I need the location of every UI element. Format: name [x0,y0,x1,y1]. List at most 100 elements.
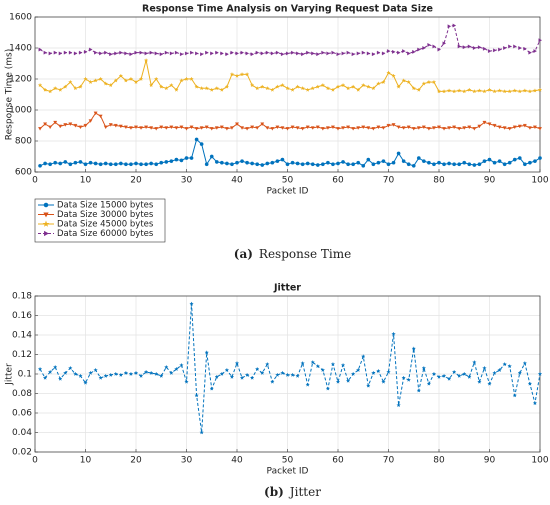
data-point [447,126,452,130]
y-tick-label: 800 [15,137,32,147]
data-point [538,127,542,131]
data-point [361,50,366,55]
data-point [53,120,58,125]
data-point [351,52,356,57]
data-point [98,76,103,81]
caption-label: (a) [234,247,253,261]
data-point [164,364,169,370]
data-point [280,157,285,162]
data-point [482,89,487,94]
data-point [255,50,260,55]
data-point [517,370,523,375]
data-point [78,160,83,164]
data-point [285,372,290,377]
data-point [361,164,366,168]
data-point [234,73,240,78]
data-point [340,82,346,88]
data-point [356,87,361,92]
data-point [528,160,532,165]
data-point [48,125,53,130]
caption-text: Response Time [259,247,351,261]
data-point [113,78,118,83]
data-point [240,159,244,163]
data-point [215,50,219,55]
data-point [164,50,169,55]
data-point [53,85,58,91]
data-point [401,159,406,163]
data-point [426,381,432,386]
data-point [386,162,391,167]
data-point [129,162,133,167]
data-point [507,89,512,94]
data-point [68,50,73,55]
data-point [528,50,532,55]
data-point [83,123,88,128]
x-tick-label: 70 [383,176,395,186]
data-point [351,162,356,167]
data-point [189,76,194,81]
data-point [83,49,88,54]
data-point [442,41,447,46]
data-point [331,50,335,55]
data-point [336,127,340,131]
data-point [128,76,134,81]
data-point [345,85,351,91]
data-point [340,362,346,368]
data-point [134,50,139,55]
data-point [437,125,441,130]
data-point [210,51,214,56]
data-point [335,379,341,384]
data-point [73,123,78,128]
data-point [366,383,371,388]
x-tick-label: 80 [433,456,445,466]
data-point [275,84,280,89]
data-point [432,162,436,167]
data-point [265,50,270,55]
data-point [512,393,517,398]
data-point [411,346,416,351]
data-point [366,126,371,130]
y-tick-label: 600 [15,168,32,178]
data-point [311,51,315,56]
data-point [240,50,245,55]
data-point [371,370,376,375]
data-point [58,87,63,92]
data-point [391,331,396,336]
data-point [194,127,199,131]
data-point [139,126,144,130]
data-point [533,159,537,163]
data-point [219,371,225,376]
data-point [63,84,68,89]
data-point [245,127,250,131]
data-point [426,79,432,84]
data-point [37,82,43,88]
data-point [361,354,366,359]
data-point [204,162,209,167]
data-point [280,52,285,57]
data-point [487,122,492,126]
data-point [290,125,295,130]
data-point [371,85,376,91]
data-point [98,162,103,167]
data-point [113,162,118,167]
data-point [462,160,467,165]
data-point [38,47,43,52]
legend-label: Data Size 45000 bytes [57,220,154,230]
data-point [300,360,305,366]
data-point [108,82,113,88]
data-point [159,84,164,89]
data-point [194,137,199,142]
data-point [538,156,542,160]
data-point [320,82,326,88]
data-point [300,162,305,167]
data-point [326,51,330,56]
data-point [53,160,58,165]
data-point [88,370,93,375]
data-point [204,125,209,130]
data-point [245,51,250,56]
data-point [189,125,194,130]
x-tick-label: 30 [181,176,193,186]
data-point [492,123,497,128]
data-point [467,374,472,379]
